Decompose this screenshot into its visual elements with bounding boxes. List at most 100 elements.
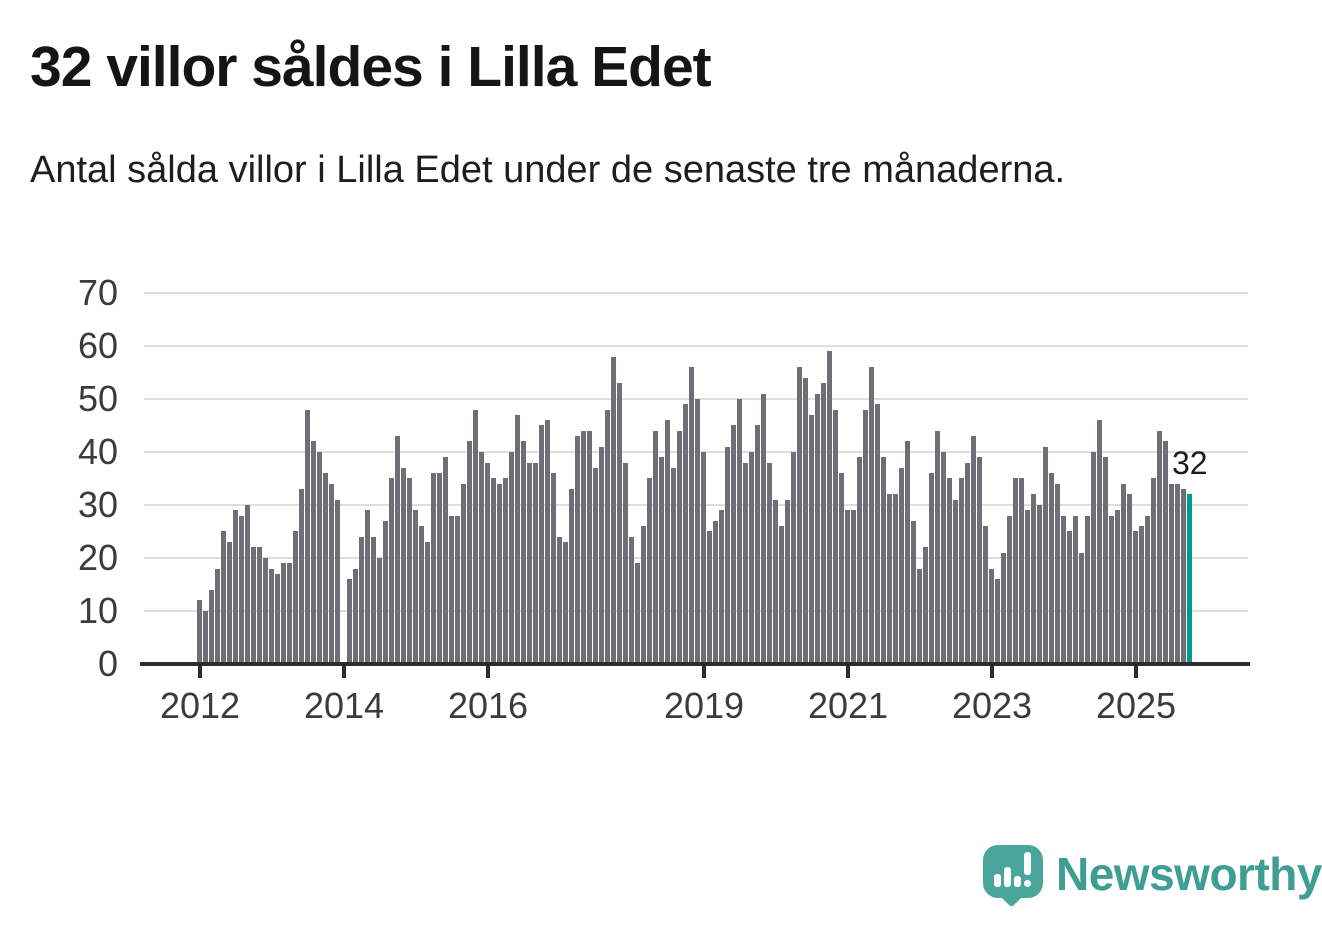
bar	[317, 452, 322, 664]
x-tick-label: 2021	[807, 685, 889, 726]
bar	[395, 436, 400, 664]
bar	[1151, 478, 1156, 664]
bar	[773, 500, 778, 664]
bar	[545, 420, 550, 664]
x-tick-label: 2012	[159, 685, 241, 726]
bar	[983, 526, 988, 664]
bar	[743, 463, 748, 664]
bar	[845, 510, 850, 664]
bar	[1067, 531, 1072, 664]
bar	[527, 463, 532, 664]
x-tick	[342, 666, 346, 678]
logo-bar-icon	[994, 874, 1001, 887]
bar	[443, 457, 448, 664]
bar	[605, 410, 610, 664]
x-tick-label: 2023	[951, 685, 1033, 726]
bar	[365, 510, 370, 664]
bar	[995, 579, 1000, 664]
bar	[245, 505, 250, 664]
bar	[575, 436, 580, 664]
bar	[389, 478, 394, 664]
bar	[647, 478, 652, 664]
bar	[197, 600, 202, 664]
bar	[635, 563, 640, 664]
bar	[713, 521, 718, 664]
x-tick-label: 2014	[303, 685, 385, 726]
bar	[689, 367, 694, 664]
x-tick	[702, 666, 706, 678]
chart-subtitle: Antal sålda villor i Lilla Edet under de…	[30, 149, 1066, 191]
bar	[923, 547, 928, 664]
bar	[233, 510, 238, 664]
bar	[785, 500, 790, 664]
bar	[947, 478, 952, 664]
bar	[1037, 505, 1042, 664]
bar	[269, 569, 274, 664]
bar	[989, 569, 994, 664]
bar	[323, 473, 328, 664]
bar	[1133, 531, 1138, 664]
bar	[227, 542, 232, 664]
bar	[299, 489, 304, 664]
bar	[329, 484, 334, 664]
x-tick	[198, 666, 202, 678]
newsworthy-logo: Newsworthy	[983, 845, 1322, 915]
bar	[677, 431, 682, 664]
bar	[1115, 510, 1120, 664]
bar	[791, 452, 796, 664]
bar	[437, 473, 442, 664]
bar	[623, 463, 628, 664]
bar	[1097, 420, 1102, 664]
bar	[1025, 510, 1030, 664]
bar	[797, 367, 802, 664]
bar	[1007, 516, 1012, 664]
bar	[485, 463, 490, 664]
bar	[479, 452, 484, 664]
bar	[971, 436, 976, 664]
highlighted-bar	[1187, 494, 1192, 664]
bar	[383, 521, 388, 664]
bar	[431, 473, 436, 664]
bar	[467, 441, 472, 664]
bar	[281, 563, 286, 664]
gridline	[144, 292, 1248, 294]
bar	[1157, 431, 1162, 664]
y-tick-label: 50	[77, 378, 118, 419]
x-tick-label: 2016	[447, 685, 529, 726]
bar	[707, 531, 712, 664]
bar	[869, 367, 874, 664]
bar	[695, 399, 700, 664]
bar	[737, 399, 742, 664]
bar	[1013, 478, 1018, 664]
bar	[659, 457, 664, 664]
bar	[515, 415, 520, 664]
bar	[653, 431, 658, 664]
bar	[1145, 516, 1150, 664]
bar	[827, 351, 832, 664]
bar	[617, 383, 622, 664]
bar	[203, 611, 208, 664]
bar	[1055, 484, 1060, 664]
bar	[353, 569, 358, 664]
bar	[1169, 484, 1174, 664]
x-tick	[990, 666, 994, 678]
bar-chart-plot-area: 0 10 20 30 40 50 60 70 2012 2014 2016 2019 2021 2023…	[78, 272, 1250, 726]
bar	[419, 526, 424, 664]
bar	[899, 468, 904, 664]
bar	[905, 441, 910, 664]
bar	[1031, 494, 1036, 664]
bar	[473, 410, 478, 664]
bar	[893, 494, 898, 664]
bar	[551, 473, 556, 664]
bar	[287, 563, 292, 664]
bar	[275, 574, 280, 664]
bar	[803, 378, 808, 664]
bar	[863, 410, 868, 664]
logo-bar-icon	[1004, 867, 1011, 887]
bar	[359, 537, 364, 664]
bar	[425, 542, 430, 664]
bar	[749, 452, 754, 664]
bar	[941, 452, 946, 664]
bar	[731, 425, 736, 664]
bar	[563, 542, 568, 664]
